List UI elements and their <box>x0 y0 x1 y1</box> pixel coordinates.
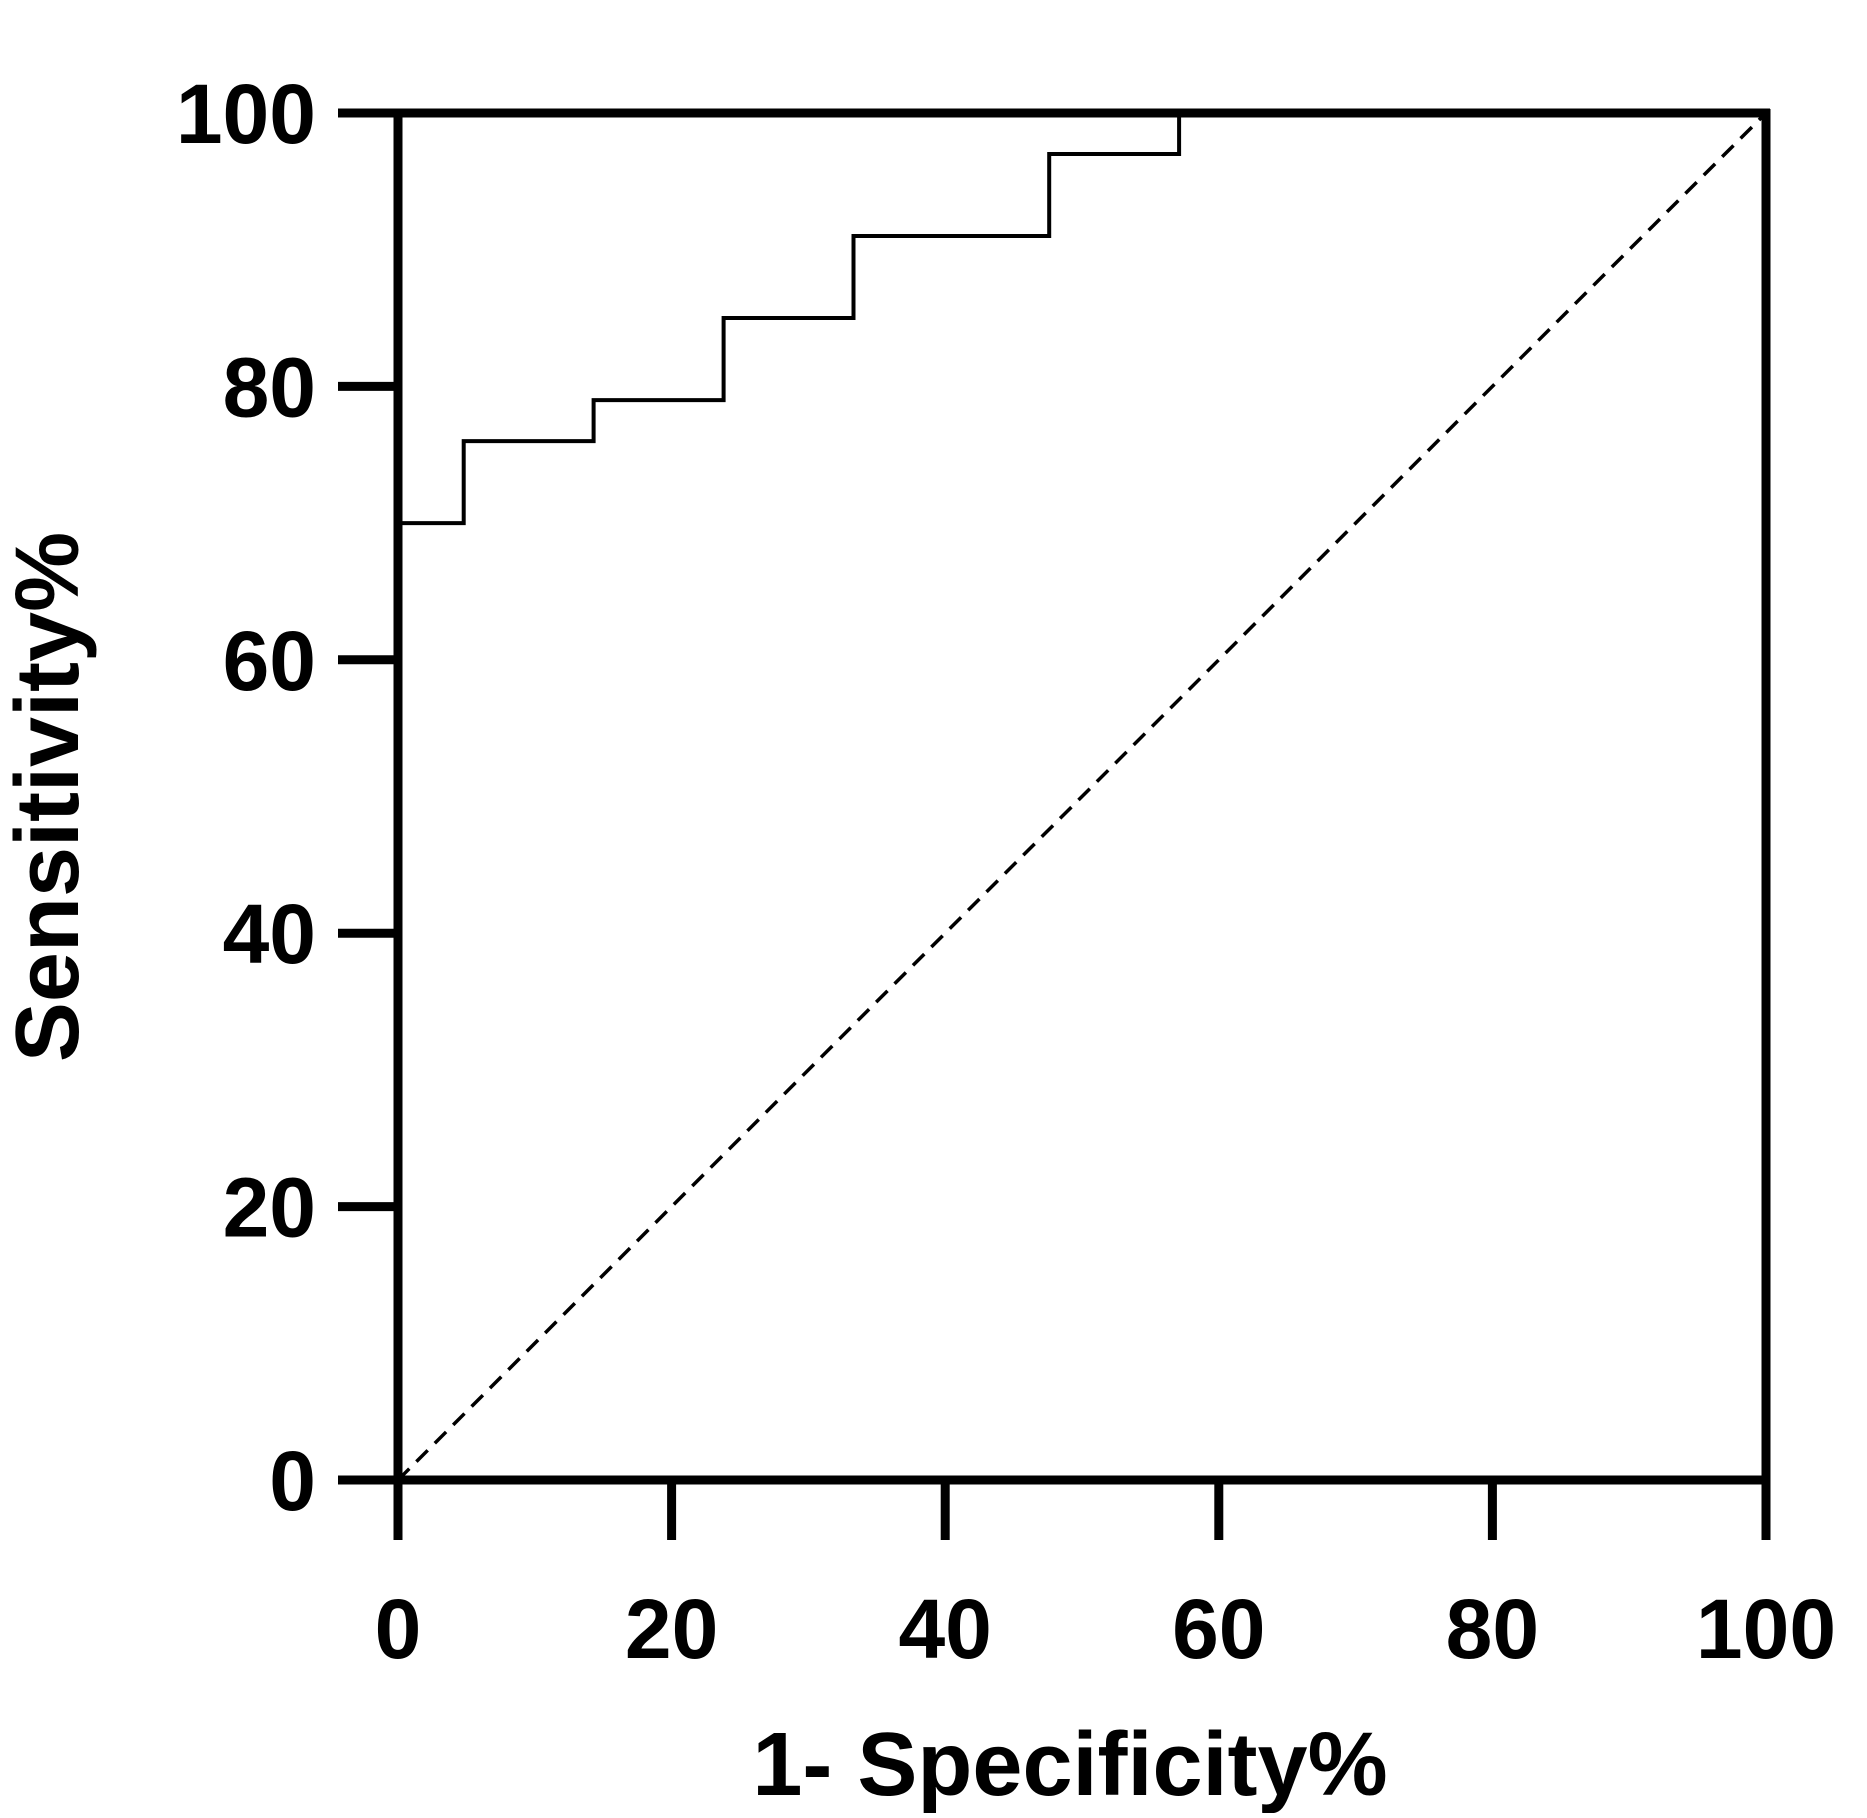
x-tick-label: 20 <box>625 1582 718 1676</box>
x-tick-label: 0 <box>375 1582 422 1676</box>
x-tick-label: 80 <box>1446 1582 1539 1676</box>
y-tick-label: 100 <box>176 67 316 161</box>
x-tick-label: 60 <box>1172 1582 1265 1676</box>
x-axis-title: 1- Specificity% <box>752 1715 1387 1813</box>
y-tick-label: 20 <box>223 1161 316 1255</box>
axis-ticks-group: 0 20 40 60 80 100 0 20 40 60 80 100 <box>176 67 1836 1676</box>
y-tick-label: 60 <box>223 614 316 708</box>
y-tick-label: 80 <box>223 340 316 434</box>
roc-curve-line <box>398 113 1182 526</box>
y-tick-label: 0 <box>269 1434 316 1528</box>
y-axis-title: Sensitivity% <box>0 532 98 1062</box>
x-tick-label: 100 <box>1696 1582 1836 1676</box>
x-tick-label: 40 <box>898 1582 991 1676</box>
plot-frame-group <box>338 108 1771 1540</box>
series-group <box>396 111 1768 1482</box>
reference-diagonal-line <box>396 111 1768 1482</box>
y-tick-label: 40 <box>223 887 316 981</box>
